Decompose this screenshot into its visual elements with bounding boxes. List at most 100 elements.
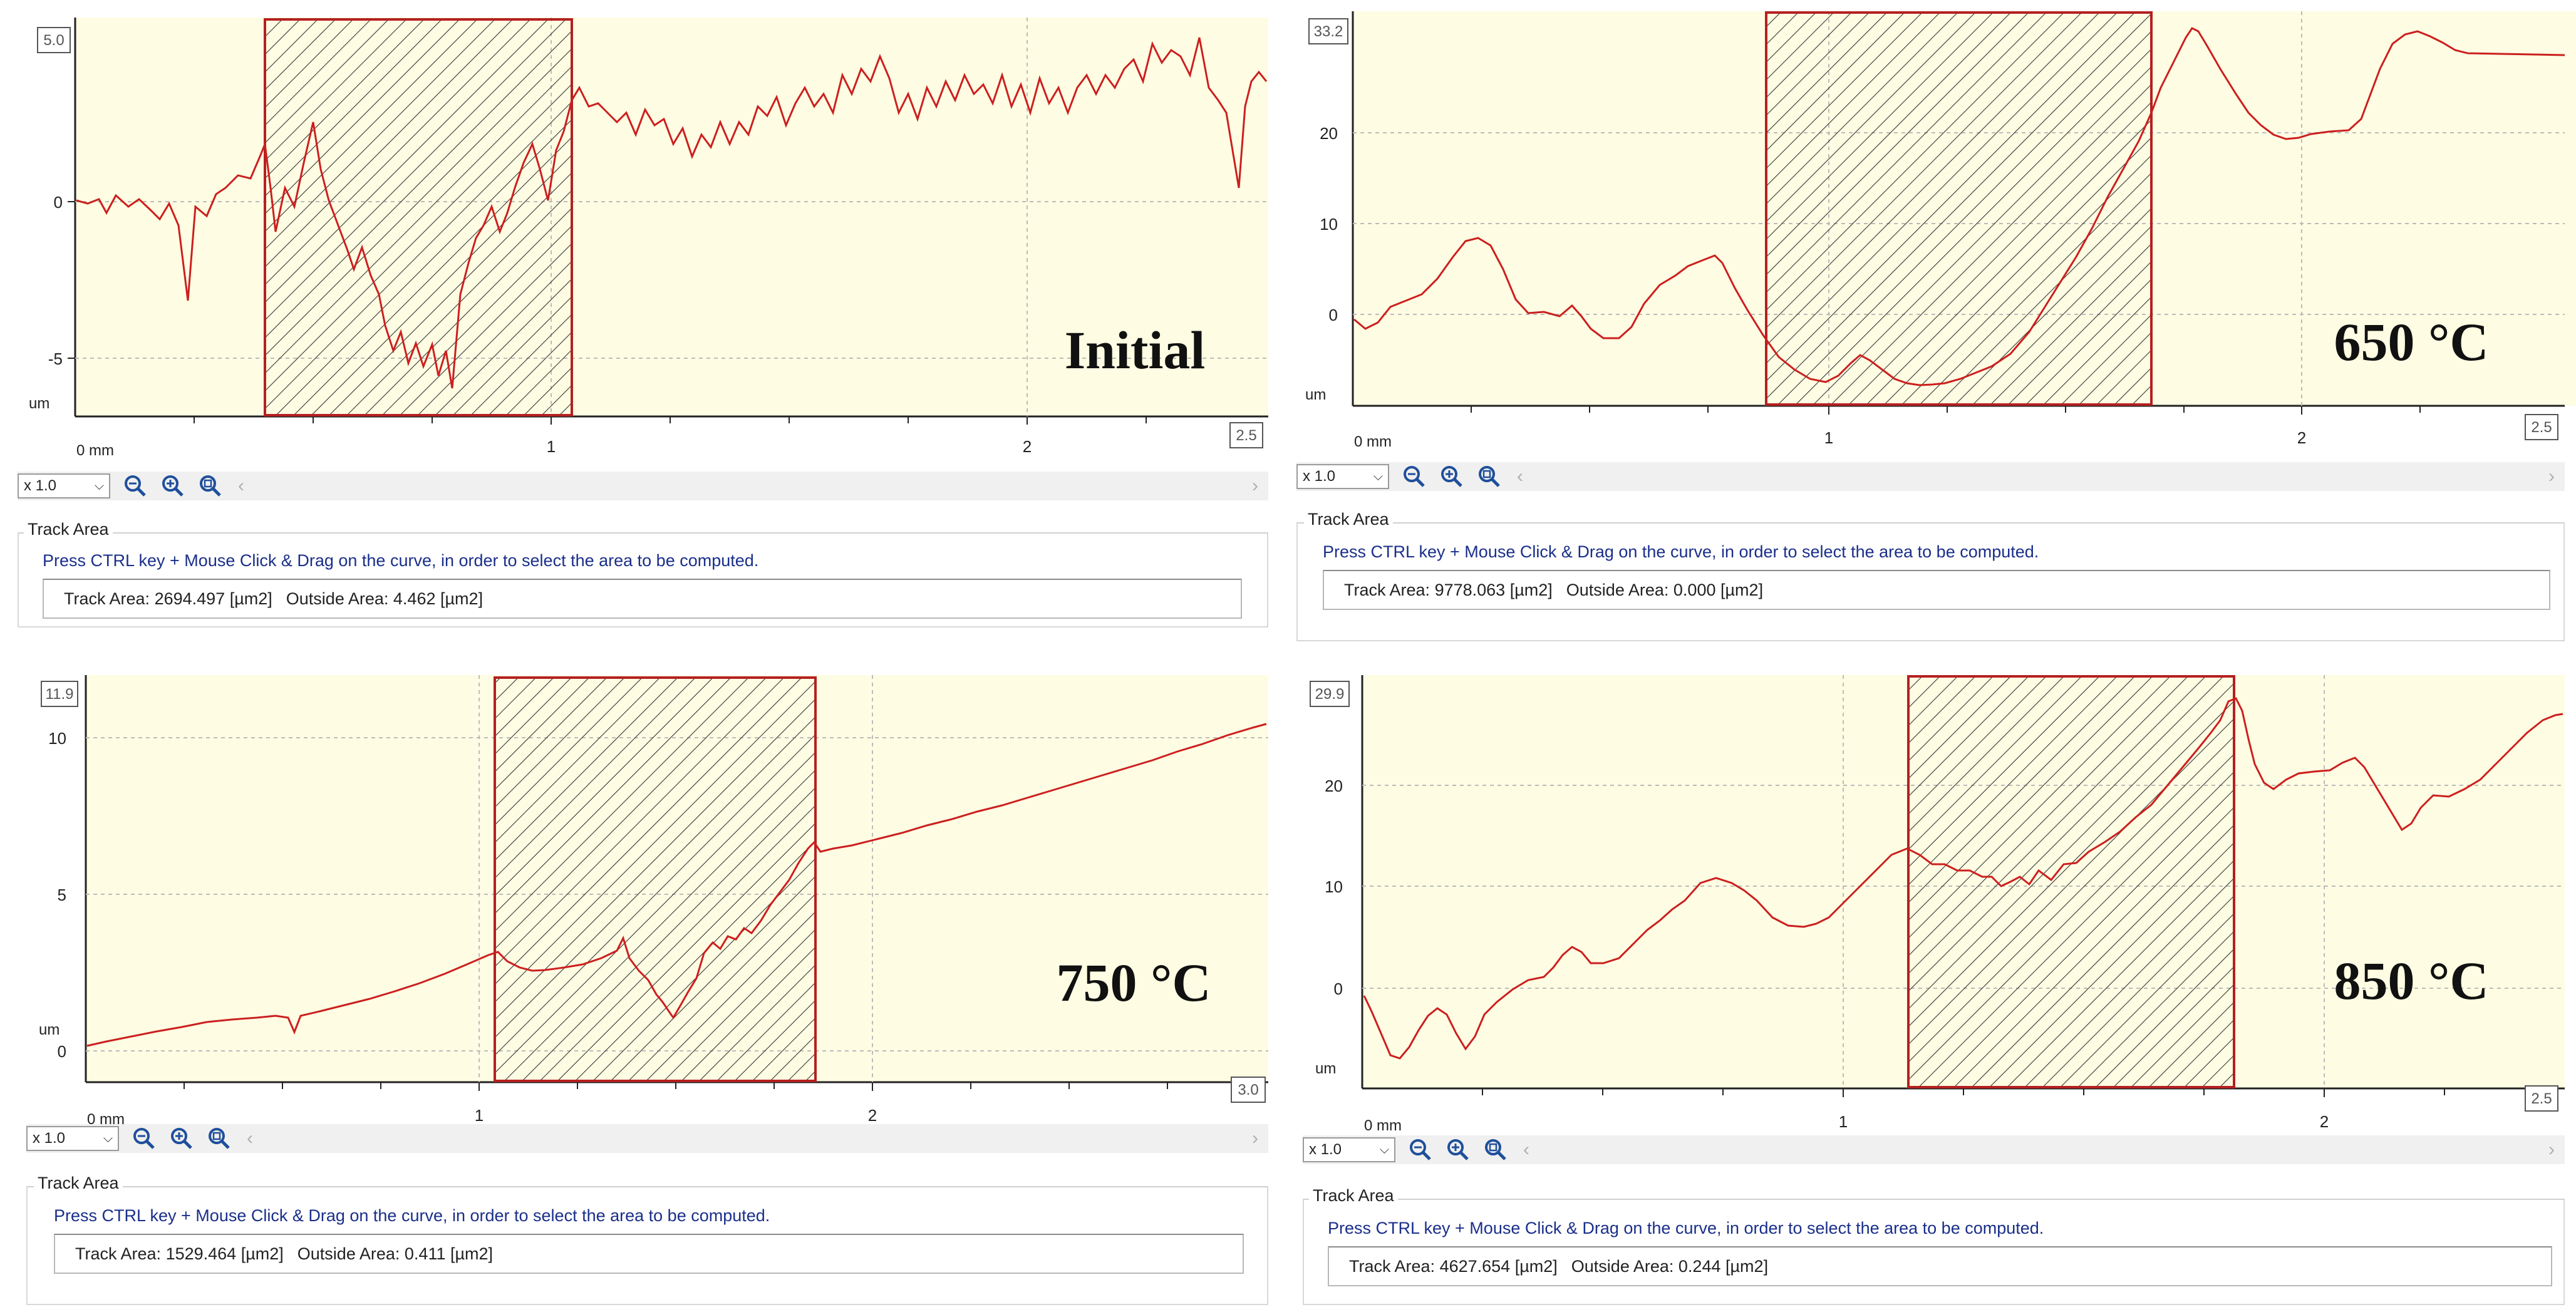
zoom-out-icon[interactable] <box>123 473 148 498</box>
y-tick-label: 10 <box>48 729 66 748</box>
zoom-toolbar: x 1.0 ⌵ ‹ › <box>1303 1135 2565 1164</box>
x-max-badge: 3.0 <box>1231 1077 1266 1103</box>
y-tick-label: 0 <box>1334 979 1343 998</box>
y-max-badge: 33.2 <box>1308 18 1348 44</box>
y-max-badge: 29.9 <box>1310 681 1350 707</box>
zoom-level-select[interactable]: x 1.0 ⌵ <box>1303 1137 1395 1162</box>
y-ticks <box>68 201 75 359</box>
scroll-right-arrow[interactable]: › <box>2548 466 2555 487</box>
track-area-value: 2694.497 <box>154 589 225 608</box>
y-tick-label: 20 <box>1320 124 1338 143</box>
outside-area-label: Outside Area: <box>286 589 389 608</box>
instruction-text: Press CTRL key + Mouse Click & Drag on t… <box>54 1206 770 1225</box>
zoom-level-value: x 1.0 <box>33 1130 66 1147</box>
svg-text:33.2: 33.2 <box>1314 23 1343 40</box>
profile-plot-650c[interactable]: 33.2 20 10 0 um 0 mm 1 2 2.5 650 °C <box>1296 0 2576 488</box>
profile-plot-850c[interactable]: 29.9 20 10 0 um 0 mm 1 2 2.5 850 °C <box>1296 664 2576 1165</box>
zoom-fit-icon[interactable] <box>1483 1137 1508 1162</box>
zoom-level-select[interactable]: x 1.0 ⌵ <box>1296 464 1389 489</box>
y-unit-label: um <box>1315 1060 1336 1077</box>
y-max-badge: 5.0 <box>37 27 71 53</box>
y-tick-label: 0 <box>58 1042 66 1061</box>
track-area-group-title: Track Area <box>34 1174 123 1193</box>
profile-curve[interactable] <box>76 37 1268 389</box>
y-unit-label: um <box>39 1021 59 1038</box>
instruction-text: Press CTRL key + Mouse Click & Drag on t… <box>43 551 759 570</box>
zoom-level-select[interactable]: x 1.0 ⌵ <box>26 1126 119 1151</box>
chevron-down-icon: ⌵ <box>94 478 104 493</box>
outside-area-unit: [µm2] <box>1720 580 1764 599</box>
zoom-fit-icon[interactable] <box>198 473 223 498</box>
track-area-group-title: Track Area <box>24 520 113 539</box>
x-tick-label: 1 <box>1839 1112 1848 1131</box>
selection-area[interactable] <box>1907 675 2235 1088</box>
zoom-fit-icon[interactable] <box>1477 464 1502 489</box>
y-tick-label: -5 <box>48 349 63 368</box>
track-area-group <box>1296 522 2565 641</box>
track-area-group-title: Track Area <box>1304 510 1393 529</box>
profile-curve[interactable] <box>1353 27 2565 386</box>
profile-panel-850c: 29.9 20 10 0 um 0 mm 1 2 2.5 850 °C x 1.… <box>1296 664 2576 1312</box>
track-area-unit: [µm2] <box>241 1244 284 1263</box>
scroll-right-arrow[interactable]: › <box>2548 1139 2555 1160</box>
chevron-down-icon: ⌵ <box>1373 469 1383 483</box>
x-origin-label: 0 mm <box>1354 433 1392 450</box>
outside-area-label: Outside Area: <box>297 1244 400 1263</box>
track-area-value: 9778.063 <box>1434 580 1506 599</box>
track-area-result: Track Area: 9778.063 [µm2] Outside Area:… <box>1323 570 2550 610</box>
track-area-result: Track Area: 4627.654 [µm2] Outside Area:… <box>1328 1246 2552 1286</box>
profile-panel-650c: 33.2 20 10 0 um 0 mm 1 2 2.5 650 °C x 1.… <box>1296 0 2576 645</box>
zoom-level-value: x 1.0 <box>24 477 57 494</box>
svg-text:2.5: 2.5 <box>2531 1090 2552 1107</box>
svg-text:3.0: 3.0 <box>1238 1082 1258 1098</box>
zoom-in-icon[interactable] <box>169 1126 194 1151</box>
selection-area[interactable] <box>264 18 573 416</box>
chevron-down-icon: ⌵ <box>103 1131 113 1145</box>
x-max-badge: 2.5 <box>2525 1085 2558 1112</box>
scroll-left-arrow[interactable]: ‹ <box>238 475 244 496</box>
track-area-group-title: Track Area <box>1309 1186 1398 1206</box>
track-area-label: Track Area: <box>64 589 150 608</box>
profile-plot-750c[interactable]: 11.9 10 5 0 um 0 mm 1 2 3.0 750 °C <box>0 664 1278 1159</box>
profile-plot-initial[interactable]: 5.0 0 -5 um 0 mm 1 2 2.5 Initial <box>0 0 1278 488</box>
track-area-unit: [µm2] <box>1509 580 1553 599</box>
track-area-group <box>18 532 1268 628</box>
zoom-out-icon[interactable] <box>1408 1137 1433 1162</box>
profile-curve[interactable] <box>1363 697 2563 1060</box>
track-area-result: Track Area: 2694.497 [µm2] Outside Area:… <box>43 579 1242 619</box>
scroll-right-arrow[interactable]: › <box>1252 1128 1258 1149</box>
y-unit-label: um <box>1305 386 1326 403</box>
y-tick-label: 20 <box>1325 777 1343 795</box>
zoom-out-icon[interactable] <box>1402 464 1427 489</box>
zoom-level-value: x 1.0 <box>1309 1141 1342 1158</box>
profile-curve[interactable] <box>86 723 1267 1047</box>
track-area-group <box>1303 1199 2565 1305</box>
scroll-right-arrow[interactable]: › <box>1252 475 1258 496</box>
zoom-in-icon[interactable] <box>160 473 185 498</box>
zoom-fit-icon[interactable] <box>207 1126 232 1151</box>
scroll-left-arrow[interactable]: ‹ <box>247 1128 253 1149</box>
track-area-unit: [µm2] <box>1514 1256 1558 1276</box>
svg-text:11.9: 11.9 <box>46 686 74 703</box>
outside-area-unit: [µm2] <box>450 1244 494 1263</box>
outside-area-unit: [µm2] <box>1725 1256 1769 1276</box>
scroll-left-arrow[interactable]: ‹ <box>1523 1139 1529 1160</box>
profile-panel-750c: 11.9 10 5 0 um 0 mm 1 2 3.0 750 °C x 1.0… <box>0 664 1278 1312</box>
outside-area-value: 4.462 <box>393 589 436 608</box>
zoom-in-icon[interactable] <box>1439 464 1464 489</box>
x-ticks <box>184 1082 1168 1091</box>
track-area-label: Track Area: <box>1344 580 1430 599</box>
svg-text:2.5: 2.5 <box>2531 419 2552 436</box>
selection-area[interactable] <box>494 676 817 1082</box>
track-area-group <box>26 1186 1268 1305</box>
sample-label: Initial <box>1065 320 1206 380</box>
zoom-level-value: x 1.0 <box>1303 468 1336 485</box>
outside-area-value: 0.411 <box>404 1244 446 1263</box>
zoom-level-select[interactable]: x 1.0 ⌵ <box>18 473 110 498</box>
zoom-in-icon[interactable] <box>1446 1137 1471 1162</box>
selection-area[interactable] <box>1765 11 2153 406</box>
scroll-left-arrow[interactable]: ‹ <box>1517 466 1523 487</box>
y-tick-label: 10 <box>1325 877 1343 896</box>
zoom-out-icon[interactable] <box>132 1126 157 1151</box>
x-tick-label: 2 <box>868 1106 877 1125</box>
